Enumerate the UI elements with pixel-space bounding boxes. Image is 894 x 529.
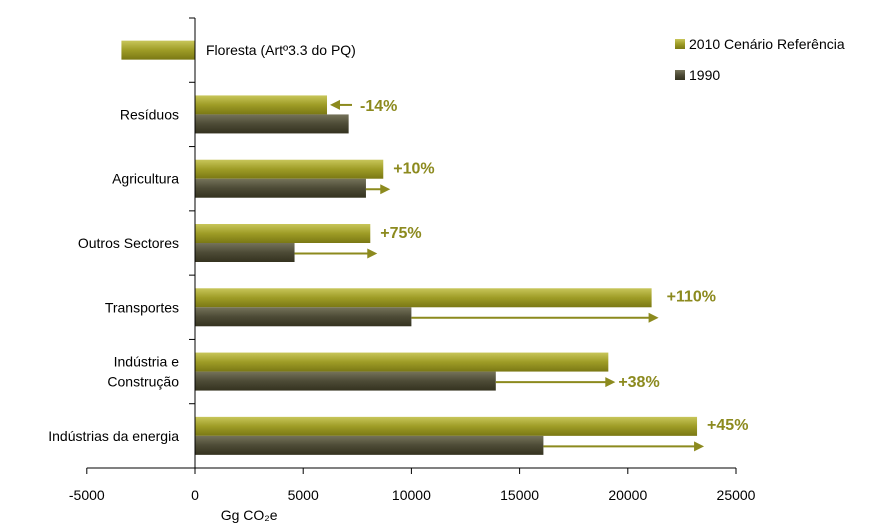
change-label: +110% bbox=[667, 288, 716, 305]
bar-1990-4 bbox=[195, 307, 412, 327]
bar-1990-5 bbox=[195, 371, 496, 391]
bar-2010-5 bbox=[195, 352, 609, 372]
axes-layer: -5000 0 5000 10000 15000 20000 25000 Gg CO₂e bbox=[69, 17, 756, 523]
legend-label-1: 1990 bbox=[689, 67, 720, 83]
x-axis-label: Gg CO₂e bbox=[221, 507, 278, 523]
change-label: +45% bbox=[707, 417, 748, 434]
bar-1990-6 bbox=[195, 435, 544, 455]
legend: 2010 Cenário Referência 1990 bbox=[675, 36, 845, 83]
bar-1990-3 bbox=[195, 243, 295, 262]
bar-2010-1 bbox=[195, 95, 328, 115]
x-tick-label: 10000 bbox=[392, 487, 431, 503]
x-tick-label: 25000 bbox=[717, 487, 756, 503]
bars-layer bbox=[121, 40, 698, 455]
arrows-layer bbox=[294, 99, 705, 452]
x-tick-label: 0 bbox=[191, 487, 199, 503]
x-tick-label: 5000 bbox=[288, 487, 319, 503]
x-tick-label: 20000 bbox=[608, 487, 647, 503]
category-label: Indústria e Construção bbox=[107, 354, 179, 390]
category-label: Agricultura bbox=[112, 171, 179, 187]
change-label: -14% bbox=[360, 98, 397, 115]
bar-2010-4 bbox=[195, 288, 652, 308]
category-label: Floresta (Artº3.3 do PQ) bbox=[206, 42, 356, 58]
legend-swatch-0 bbox=[675, 39, 685, 49]
bar-2010-3 bbox=[195, 224, 371, 243]
category-label: Indústrias da energia bbox=[48, 428, 179, 444]
change-label: +38% bbox=[618, 374, 659, 391]
bar-1990-2 bbox=[195, 178, 366, 198]
change-label: +75% bbox=[380, 225, 421, 242]
bar-2010-6 bbox=[195, 416, 698, 436]
change-arrow-head bbox=[330, 99, 341, 110]
bar-2010-2 bbox=[195, 159, 384, 179]
category-label: Resíduos bbox=[120, 106, 179, 122]
labels-layer: Floresta (Artº3.3 do PQ) Resíduos -14% Agri… bbox=[48, 42, 748, 444]
change-label: +10% bbox=[393, 161, 434, 178]
change-arrow-head bbox=[380, 184, 391, 195]
bar-1990-1 bbox=[195, 114, 349, 134]
change-arrow-head bbox=[648, 312, 659, 323]
legend-label-0: 2010 Cenário Referência bbox=[689, 36, 845, 52]
bar-2010-0 bbox=[121, 40, 195, 60]
change-arrow-head bbox=[605, 377, 616, 388]
legend-swatch-1 bbox=[675, 70, 685, 80]
category-label: Outros Sectores bbox=[78, 235, 179, 251]
change-arrow-head bbox=[694, 441, 705, 452]
x-tick-label: 15000 bbox=[500, 487, 539, 503]
x-tick-label: -5000 bbox=[69, 487, 105, 503]
change-arrow-head bbox=[367, 248, 378, 259]
category-label: Transportes bbox=[105, 299, 179, 315]
